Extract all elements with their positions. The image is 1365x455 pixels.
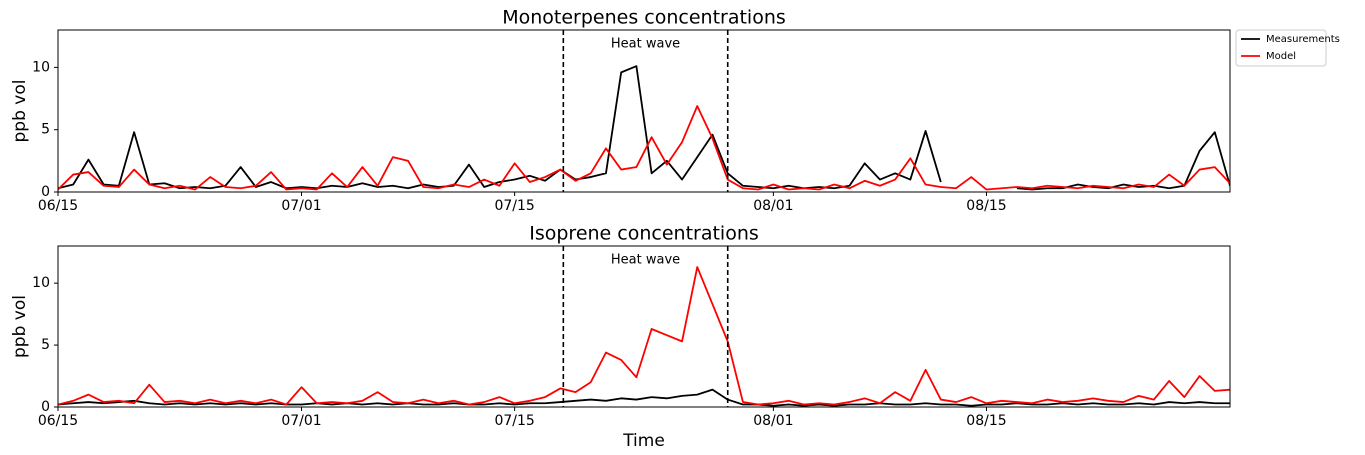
x-tick-label: 07/15	[494, 413, 534, 429]
x-axis-label: Time	[622, 431, 665, 451]
annotation: Heat wave	[611, 37, 680, 52]
y-axis-label: ppb vol	[10, 80, 30, 143]
y-tick-label: 5	[41, 122, 50, 138]
plot-frame	[57, 29, 1231, 193]
y-tick-label: 10	[32, 275, 50, 291]
y-tick-label: 0	[41, 184, 50, 200]
x-tick-label: 07/01	[281, 198, 321, 214]
x-tick-label: 07/15	[494, 198, 534, 214]
chart-title: Monoterpenes concentrations	[502, 7, 786, 29]
x-tick-label: 08/01	[753, 413, 793, 429]
y-axis-label: ppb vol	[10, 295, 30, 358]
series-line	[58, 266, 1230, 406]
x-tick-label: 08/01	[753, 198, 793, 214]
y-tick-label: 5	[41, 337, 50, 353]
x-tick-label: 06/15	[38, 198, 78, 214]
x-tick-label: 08/15	[966, 198, 1006, 214]
y-tick-label: 0	[41, 399, 50, 415]
x-tick-label: 08/15	[966, 413, 1006, 429]
annotation: Heat wave	[611, 253, 680, 268]
series-line	[58, 388, 1230, 407]
x-tick-label: 07/01	[281, 413, 321, 429]
series-line	[58, 105, 1230, 191]
series-line	[58, 65, 1230, 191]
legend-label: Model	[1266, 51, 1296, 62]
y-tick-label: 10	[32, 59, 50, 75]
x-tick-label: 06/15	[38, 413, 78, 429]
plot-frame	[57, 245, 1231, 408]
legend-label: Measurements	[1266, 34, 1340, 45]
chart-title: Isoprene concentrations	[529, 223, 759, 245]
